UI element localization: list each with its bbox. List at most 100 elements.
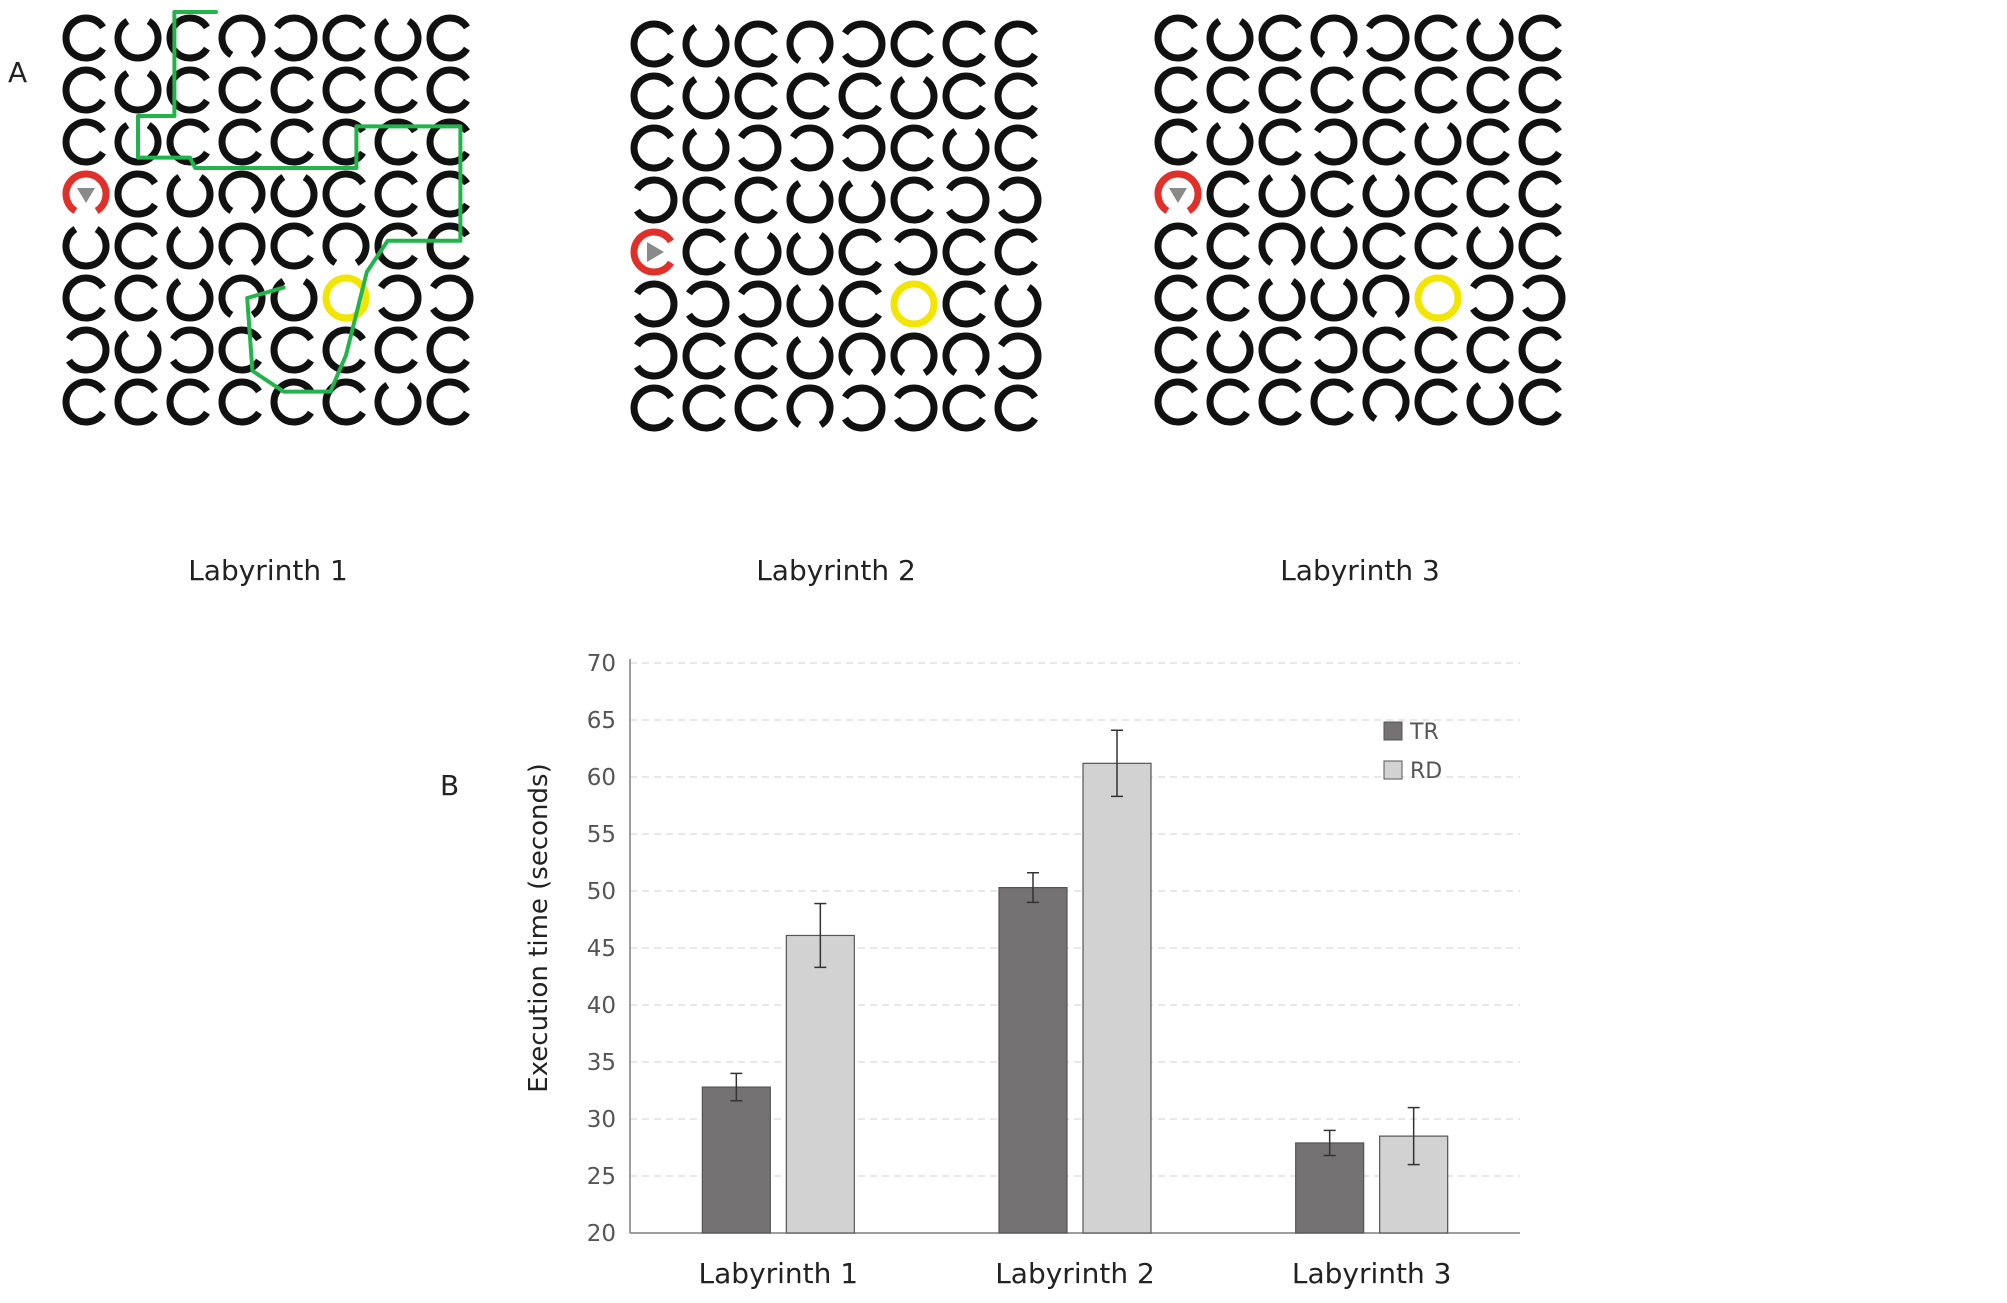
ring-cell	[426, 222, 470, 270]
ring-cell	[114, 330, 162, 374]
labyrinth-2: Labyrinth 2	[630, 20, 1042, 587]
ring-cell	[786, 384, 834, 428]
legend: TR RD	[1383, 720, 1442, 784]
ring-cell	[894, 384, 938, 432]
ring-cell	[322, 378, 366, 426]
ring-cell	[1314, 118, 1358, 166]
goal-ring	[322, 274, 370, 322]
ring-cell	[1466, 66, 1510, 114]
labyrinth-caption: Labyrinth 2	[756, 554, 916, 587]
y-tick-label: 40	[587, 993, 616, 1019]
goal-ring	[890, 280, 938, 328]
ring-cell	[630, 20, 674, 68]
start-arrow-icon	[77, 188, 95, 203]
solution-path	[136, 10, 463, 394]
ring-cell	[682, 332, 726, 380]
ring-cell	[270, 378, 314, 426]
ring-cell	[634, 280, 678, 328]
ring-cell	[1518, 378, 1562, 426]
ring-cell	[62, 118, 106, 166]
ring-cell	[218, 66, 262, 114]
ring-cell	[374, 18, 422, 62]
mazes: Labyrinth 1 Labyrinth 2 Labyrinth 3	[62, 10, 1566, 587]
ring-cell	[1154, 326, 1198, 374]
ring-cell	[890, 76, 938, 120]
start-arrow-icon	[647, 242, 664, 262]
ring-cell	[1206, 222, 1250, 270]
y-tick-label: 65	[587, 708, 616, 734]
ring-cell	[374, 170, 418, 218]
ring-cell	[66, 326, 110, 374]
ring-cell	[842, 124, 886, 172]
ring-cell	[890, 20, 934, 68]
ring-cell	[1154, 378, 1198, 426]
x-category-label: Labyrinth 2	[995, 1257, 1155, 1290]
ring-cell	[1310, 278, 1358, 322]
ring-cell	[738, 280, 782, 328]
ring-cell	[1258, 326, 1302, 374]
ring-cell	[634, 332, 678, 380]
y-tick-label: 25	[587, 1164, 616, 1190]
ring-cell	[630, 124, 674, 172]
ring-cell	[322, 66, 366, 114]
ring-cell	[786, 336, 834, 380]
bar-rd	[1082, 762, 1152, 1234]
x-category-label: Labyrinth 3	[1292, 1257, 1452, 1290]
ring-cell	[1466, 18, 1514, 62]
bar-rd	[785, 934, 855, 1234]
ring-cell	[374, 382, 422, 426]
ring-cell	[270, 174, 318, 218]
ring-cell	[786, 72, 830, 120]
legend-label-tr: TR	[1409, 720, 1439, 745]
ring-cell	[842, 384, 886, 432]
ring-cell	[1258, 14, 1302, 62]
ring-cell	[894, 228, 938, 276]
ring-cell	[1466, 326, 1510, 374]
ring-cell	[994, 384, 1038, 432]
ring-cell	[170, 326, 214, 374]
ring-cell	[1414, 122, 1462, 166]
ring-cell	[634, 176, 678, 224]
ring-cell	[1466, 170, 1510, 218]
ring-cell	[838, 228, 882, 276]
y-tick-label: 55	[587, 822, 616, 848]
ring-cell	[166, 226, 214, 270]
ring-cell	[942, 280, 986, 328]
ring-cell	[218, 14, 266, 58]
y-axis-title: Execution time (seconds)	[524, 763, 554, 1092]
ring-cell	[786, 180, 834, 224]
ring-cell	[1362, 118, 1406, 166]
ring-cell	[1518, 66, 1562, 114]
ring-cell	[734, 384, 778, 432]
ring-cell	[1518, 326, 1562, 374]
ring-cell	[62, 14, 106, 62]
ring-cell	[1206, 66, 1250, 114]
ring-cell	[994, 124, 1038, 172]
bar-tr	[701, 1086, 771, 1234]
bar-chart: Execution time (seconds) 20 25 30 35 40 45 50 5…	[524, 651, 1520, 1290]
ring-cell	[1362, 378, 1410, 422]
ring-cell	[270, 222, 314, 270]
ring-cell	[686, 280, 730, 328]
ring-cell	[790, 124, 834, 172]
ring-cell	[1310, 14, 1358, 58]
ring-cell	[166, 66, 210, 114]
start-ring	[630, 228, 674, 276]
ring-cell	[166, 278, 214, 322]
ring-cell	[734, 72, 778, 120]
ring-cell	[998, 332, 1042, 380]
y-tick-label: 60	[587, 765, 616, 791]
ring-cell	[62, 226, 110, 270]
ring-cell	[374, 66, 418, 114]
ring-cell	[786, 284, 834, 328]
ring-cell	[1414, 14, 1458, 62]
ring-cell	[994, 284, 1042, 328]
legend-label-rd: RD	[1410, 759, 1442, 784]
ring-cell	[426, 170, 470, 218]
ring-cell	[1414, 378, 1458, 426]
ring-cell	[378, 274, 422, 322]
ring-cell	[62, 66, 106, 114]
ring-cell	[946, 176, 990, 224]
ring-cell	[1206, 378, 1250, 426]
ring-cell	[322, 118, 366, 166]
